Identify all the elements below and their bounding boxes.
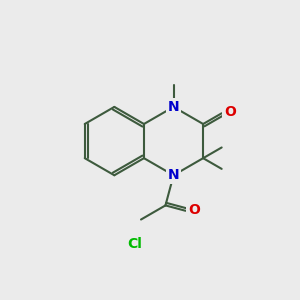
Text: O: O (188, 203, 200, 217)
Text: O: O (224, 105, 236, 119)
Text: Cl: Cl (127, 236, 142, 250)
Text: N: N (168, 100, 179, 114)
Text: N: N (168, 168, 179, 182)
